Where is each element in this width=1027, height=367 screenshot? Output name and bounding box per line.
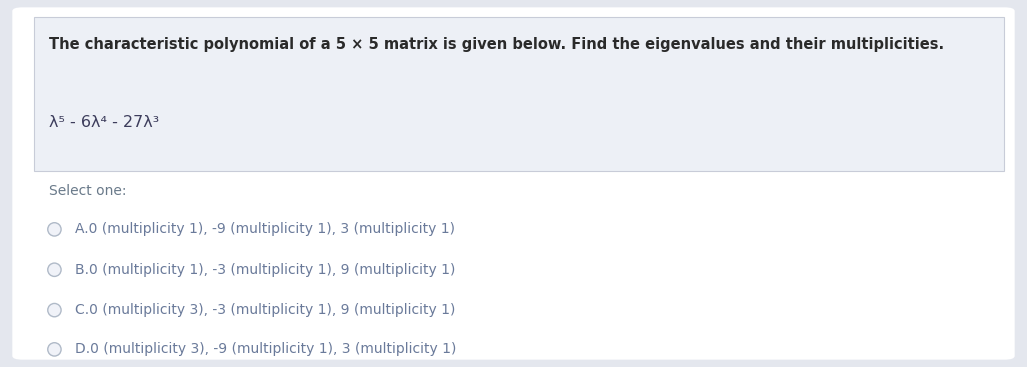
- Ellipse shape: [47, 263, 62, 276]
- Text: λ⁵ - 6λ⁴ - 27λ³: λ⁵ - 6λ⁴ - 27λ³: [49, 116, 159, 130]
- Text: D.0 (multiplicity 3), -9 (multiplicity 1), 3 (multiplicity 1): D.0 (multiplicity 3), -9 (multiplicity 1…: [75, 342, 456, 356]
- Ellipse shape: [47, 304, 62, 317]
- Text: Select one:: Select one:: [49, 184, 126, 198]
- Ellipse shape: [47, 343, 62, 356]
- Ellipse shape: [47, 223, 62, 236]
- FancyBboxPatch shape: [34, 17, 1004, 171]
- FancyBboxPatch shape: [12, 7, 1015, 360]
- Text: The characteristic polynomial of a 5 × 5 matrix is given below. Find the eigenva: The characteristic polynomial of a 5 × 5…: [49, 37, 945, 51]
- Text: A.0 (multiplicity 1), -9 (multiplicity 1), 3 (multiplicity 1): A.0 (multiplicity 1), -9 (multiplicity 1…: [75, 222, 455, 236]
- Text: B.0 (multiplicity 1), -3 (multiplicity 1), 9 (multiplicity 1): B.0 (multiplicity 1), -3 (multiplicity 1…: [75, 263, 455, 277]
- Text: C.0 (multiplicity 3), -3 (multiplicity 1), 9 (multiplicity 1): C.0 (multiplicity 3), -3 (multiplicity 1…: [75, 303, 455, 317]
